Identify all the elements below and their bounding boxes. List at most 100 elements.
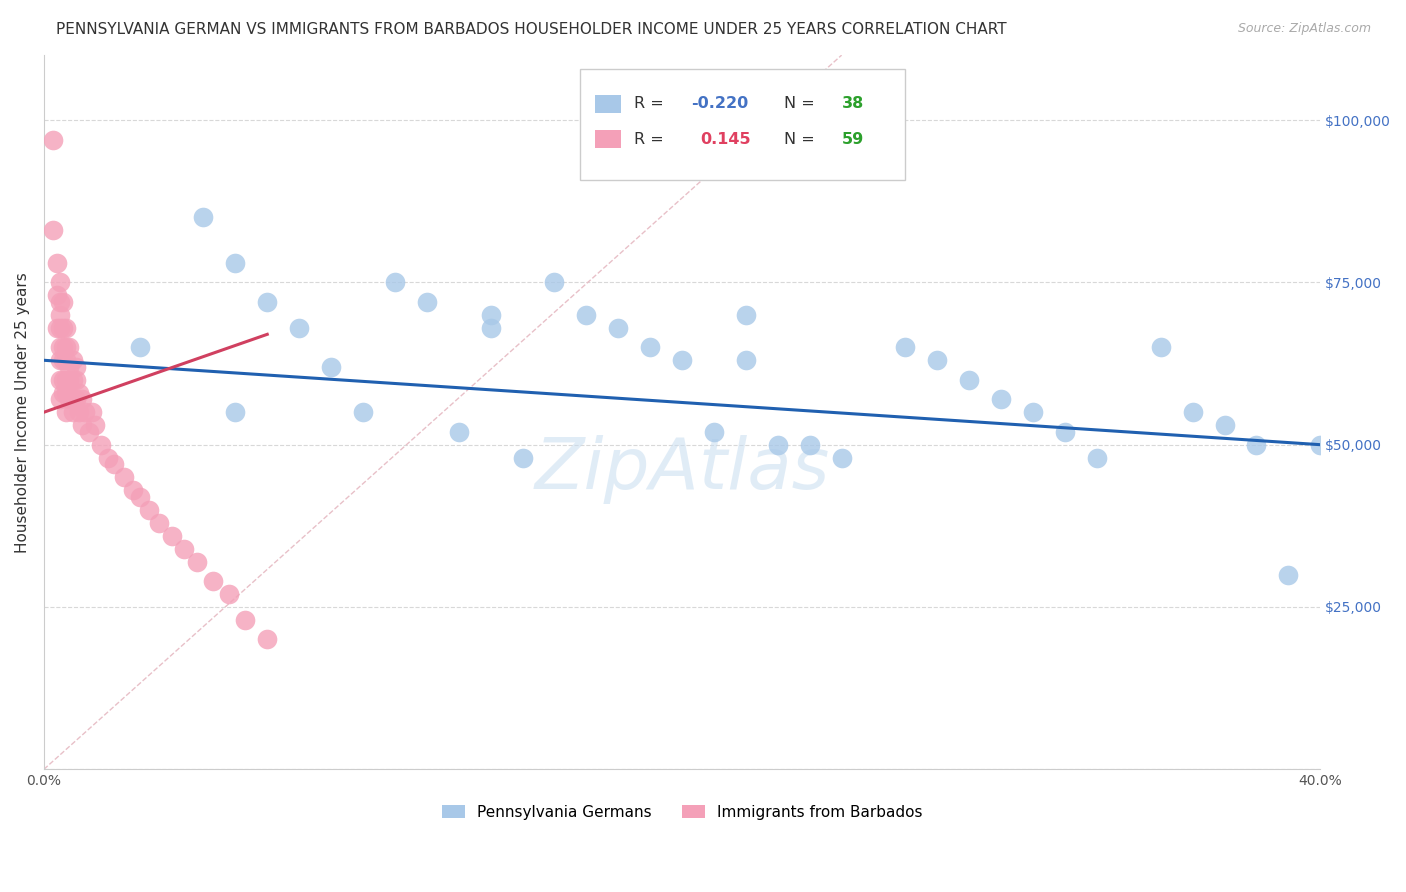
Point	[128, 340, 150, 354]
FancyBboxPatch shape	[595, 95, 621, 112]
Point	[1150, 340, 1173, 354]
Point	[138, 502, 160, 516]
Point	[80, 405, 103, 419]
FancyBboxPatch shape	[579, 70, 905, 180]
Point	[512, 450, 534, 465]
Point	[49, 353, 72, 368]
Point	[1022, 405, 1045, 419]
Point	[52, 321, 75, 335]
Point	[49, 308, 72, 322]
Point	[49, 340, 72, 354]
Point	[49, 294, 72, 309]
Point	[703, 425, 725, 439]
Point	[416, 294, 439, 309]
Text: N =: N =	[785, 96, 820, 112]
Point	[224, 405, 246, 419]
Point	[70, 418, 93, 433]
Point	[112, 470, 135, 484]
Point	[65, 373, 87, 387]
Point	[894, 340, 917, 354]
Point	[122, 483, 145, 497]
Point	[201, 574, 224, 588]
Point	[543, 276, 565, 290]
Point	[128, 490, 150, 504]
Point	[160, 528, 183, 542]
Point	[62, 353, 84, 368]
Text: ZipAtlas: ZipAtlas	[534, 435, 830, 504]
Point	[799, 438, 821, 452]
Point	[186, 555, 208, 569]
Point	[65, 359, 87, 374]
Point	[447, 425, 470, 439]
Point	[52, 385, 75, 400]
Point	[67, 385, 90, 400]
Point	[70, 392, 93, 407]
Point	[1053, 425, 1076, 439]
Point	[607, 321, 630, 335]
Point	[831, 450, 853, 465]
Point	[957, 373, 980, 387]
Point	[1085, 450, 1108, 465]
Point	[990, 392, 1012, 407]
Point	[45, 256, 67, 270]
Point	[49, 392, 72, 407]
Point	[67, 405, 90, 419]
Point	[42, 223, 65, 237]
Point	[384, 276, 406, 290]
Point	[62, 405, 84, 419]
Point	[55, 385, 77, 400]
Point	[103, 457, 125, 471]
Point	[42, 132, 65, 146]
Point	[224, 256, 246, 270]
Legend: Pennsylvania Germans, Immigrants from Barbados: Pennsylvania Germans, Immigrants from Ba…	[436, 798, 929, 826]
Point	[97, 450, 120, 465]
Y-axis label: Householder Income Under 25 years: Householder Income Under 25 years	[15, 272, 30, 553]
Text: 38: 38	[842, 96, 863, 112]
Text: 0.145: 0.145	[700, 132, 751, 147]
Point	[52, 340, 75, 354]
Point	[55, 353, 77, 368]
Text: -0.220: -0.220	[690, 96, 748, 112]
Text: R =: R =	[634, 96, 668, 112]
Point	[65, 392, 87, 407]
Point	[58, 340, 80, 354]
Point	[49, 373, 72, 387]
Point	[193, 211, 215, 225]
Point	[256, 294, 278, 309]
Point	[173, 541, 195, 556]
Point	[575, 308, 598, 322]
Point	[479, 321, 502, 335]
FancyBboxPatch shape	[595, 130, 621, 148]
Point	[77, 425, 100, 439]
Point	[52, 353, 75, 368]
Point	[49, 321, 72, 335]
Point	[84, 418, 107, 433]
Point	[1277, 567, 1299, 582]
Point	[671, 353, 693, 368]
Point	[45, 321, 67, 335]
Point	[148, 516, 170, 530]
Point	[49, 276, 72, 290]
Point	[638, 340, 661, 354]
Text: R =: R =	[634, 132, 668, 147]
Point	[1246, 438, 1268, 452]
Point	[352, 405, 374, 419]
Point	[45, 288, 67, 302]
Point	[55, 373, 77, 387]
Point	[766, 438, 789, 452]
Point	[288, 321, 311, 335]
Text: Source: ZipAtlas.com: Source: ZipAtlas.com	[1237, 22, 1371, 36]
Point	[218, 587, 240, 601]
Text: N =: N =	[785, 132, 820, 147]
Point	[233, 613, 256, 627]
Point	[55, 405, 77, 419]
Point	[479, 308, 502, 322]
Point	[927, 353, 949, 368]
Point	[55, 340, 77, 354]
Point	[90, 438, 112, 452]
Point	[319, 359, 342, 374]
Point	[62, 373, 84, 387]
Point	[52, 373, 75, 387]
Point	[1181, 405, 1204, 419]
Point	[735, 308, 758, 322]
